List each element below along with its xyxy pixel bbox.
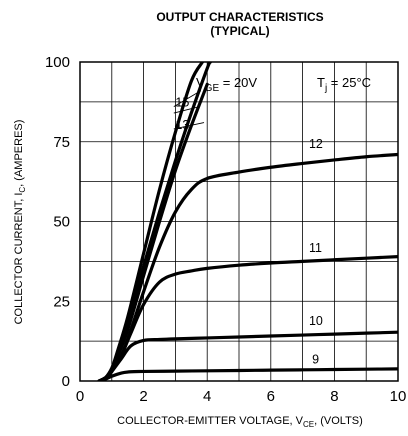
x-tick-label: 2 [139,388,147,405]
x-tick-label: 8 [330,388,338,405]
tj-legend: Tj = 25°C [317,75,371,94]
tj-symbol: T [317,75,325,90]
vge-value: = 20V [219,75,257,90]
curve-labels: 15 13 12 11 10 9 [175,96,323,367]
vge-legend: VGE = 20V [196,75,257,94]
curve-label-9: 9 [312,352,319,366]
curve-vge-9 [97,367,398,381]
plot-frame [79,61,399,382]
x-tick-label: 0 [76,388,84,405]
leader-line [173,90,202,108]
x-axis-label-tail: , (VOLTS) [314,415,363,427]
curve-label-10: 10 [309,314,323,328]
leader-line [173,122,205,130]
y-tick-label: 0 [62,373,70,390]
curve-label-13: 13 [175,118,189,132]
y-axis-label: COLLECTOR CURRENT, IC, (AMPERES) [13,120,27,325]
x-tick-label: 4 [203,388,211,405]
y-tick-label: 25 [53,293,70,310]
y-tick-label: 50 [53,214,70,231]
y-axis-label-sub: C [18,187,27,193]
curve-vge-10 [97,330,398,381]
curve-label-12: 12 [309,137,323,151]
x-tick-label: 6 [267,388,275,405]
leader-line [173,106,200,114]
curve-label-11: 11 [309,241,322,255]
y-tick-label: 75 [53,134,70,151]
y-axis-label-main: COLLECTOR CURRENT, I [13,193,25,325]
vge-subscript: GE [205,83,220,94]
chart-title-line2: (TYPICAL) [210,24,269,38]
chart-title-line1: OUTPUT CHARACTERISTICS [156,10,323,24]
x-tick-label: 10 [390,388,407,405]
tj-value: = 25°C [327,75,371,90]
vge-symbol: V [196,75,205,90]
tj-subscript: j [324,83,327,94]
y-axis-label-tail: , (AMPERES) [13,120,25,187]
y-tick-label: 100 [45,54,70,71]
curves [97,62,398,381]
label-leaders [173,90,205,130]
x-axis-label-main: COLLECTOR-EMITTER VOLTAGE, V [117,415,303,427]
x-axis-label: COLLECTOR-EMITTER VOLTAGE, VCE, (VOLTS) [117,415,363,429]
curve-label-15: 15 [175,96,189,110]
x-axis-label-sub: CE [303,420,314,429]
